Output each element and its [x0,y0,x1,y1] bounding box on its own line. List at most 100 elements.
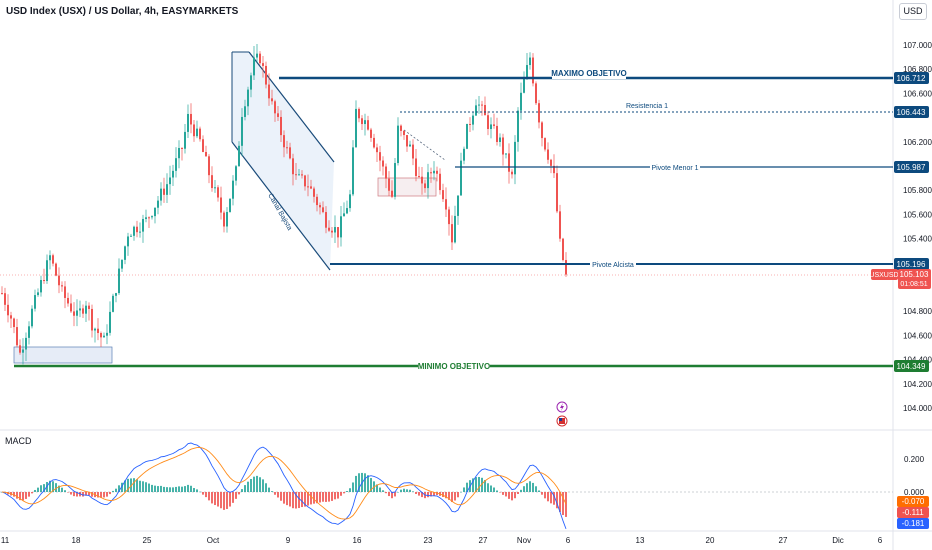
macd-hist-bar [388,492,390,497]
candle-body [394,163,396,197]
candle-body [547,149,549,160]
macd-hist-bar [442,492,444,497]
macd-hist-bar [448,492,450,500]
macd-hist-bar [19,492,21,501]
macd-hist-bar [271,491,273,492]
candle-body [292,158,294,175]
channel-fill [232,52,334,270]
candle-body [463,148,465,161]
macd-hist-bar [58,485,60,492]
candle-body [154,207,156,217]
candle-body [472,115,474,125]
macd-indicator-label[interactable]: MACD [5,436,32,446]
macd-hist-bar [175,486,177,492]
macd-hist-bar [31,492,33,494]
candle-body [337,227,339,238]
minor-trendline [403,129,446,161]
candle-body [334,227,336,233]
candle-body [397,125,399,164]
macd-hist-bar [400,489,402,492]
candle-body [274,101,276,114]
macd-hist-bar [508,492,510,499]
tag-pivote-alcista [894,258,929,270]
macd-hist-bar [295,492,297,509]
candle-body [403,130,405,136]
macd-hist-bar [559,492,561,512]
macd-hist-bar [493,487,495,492]
macd-hist-bar [463,487,465,492]
candle-body [379,152,381,161]
candle-body [286,147,288,149]
candle-body [235,166,237,181]
resistencia-label: Resistencia 1 [626,103,668,110]
macd-hist-bar [445,492,447,499]
price-axis[interactable]: 107.000 106.800 106.600 106.200 105.800 105.6… [903,41,932,413]
level-resistencia: Resistencia 1 [400,103,893,113]
candle-body [346,208,348,214]
candle-body [16,327,18,346]
candle-body [508,153,510,172]
price-tick: 104.600 [903,331,932,340]
macd-hist-bar [541,492,543,495]
time-tick: 11 [1,536,10,545]
candle-body [370,129,372,138]
candle-body [388,178,390,191]
candle-body [340,216,342,238]
level-minimo: MINIMO OBJETIVO [14,361,893,372]
candle-body [148,217,150,219]
macd-hist-bar [457,492,459,498]
candle-body [190,113,192,125]
macd-hist-bar [382,490,384,492]
macd-line [1,442,567,530]
candle-body [304,175,306,187]
candle-body [58,275,60,286]
candle-body [352,147,354,195]
candlestick-series [1,43,567,365]
macd-hist-bar [241,489,243,492]
candle-body [430,172,432,174]
event-icons[interactable] [556,401,568,427]
candle-body [79,308,81,311]
candle-body [76,310,78,316]
macd-hist-bar [451,492,453,503]
candle-body [115,293,117,296]
candle-body [184,131,186,149]
macd-tick-1: 0.000 [904,488,925,497]
macd-hist-bar [406,489,408,492]
candle-body [139,231,141,233]
macd-hist-bar [277,492,279,498]
tag-minimo-text: 104.349 [897,362,926,371]
chart-title: USD Index (USX) / US Dollar, 4h, EASYMAR… [6,6,239,17]
macd-hist-bar [181,486,183,492]
currency-button[interactable]: USD [899,3,927,20]
candle-body [88,305,90,309]
macd-hist-bar [499,492,501,493]
macd-hist-bar [166,487,168,492]
candle-body [157,200,159,208]
macd-hist-bar [250,479,252,492]
time-axis[interactable]: 11 18 25 Oct 9 16 23 27 Nov 6 13 20 27 Dic 6 [1,536,883,545]
macd-hist-bar [298,492,300,509]
candle-body [4,293,6,305]
candle-body [505,153,507,155]
candle-body [31,308,33,327]
macd-hist-bar [529,481,531,492]
macd-hist-bar [487,483,489,492]
tag-resistencia [894,106,929,118]
macd-tag-signal-text: -0.070 [902,497,925,506]
candle-body [166,184,168,195]
macd-hist-bar [34,489,36,492]
macd-hist-bar [124,480,126,492]
candle-body [436,170,438,174]
macd-hist-bar [265,483,267,492]
tag-current-timer: 01:08:51 [900,281,927,288]
candle-body [457,195,459,216]
macd-hist-bar [343,492,345,494]
macd-hist-bar [13,492,15,497]
macd-hist-bar [64,490,66,492]
candle-body [145,217,147,219]
candle-body [526,65,528,79]
candle-body [109,311,111,333]
level-pivote-menor: Pivote Menor 1 [455,162,893,172]
